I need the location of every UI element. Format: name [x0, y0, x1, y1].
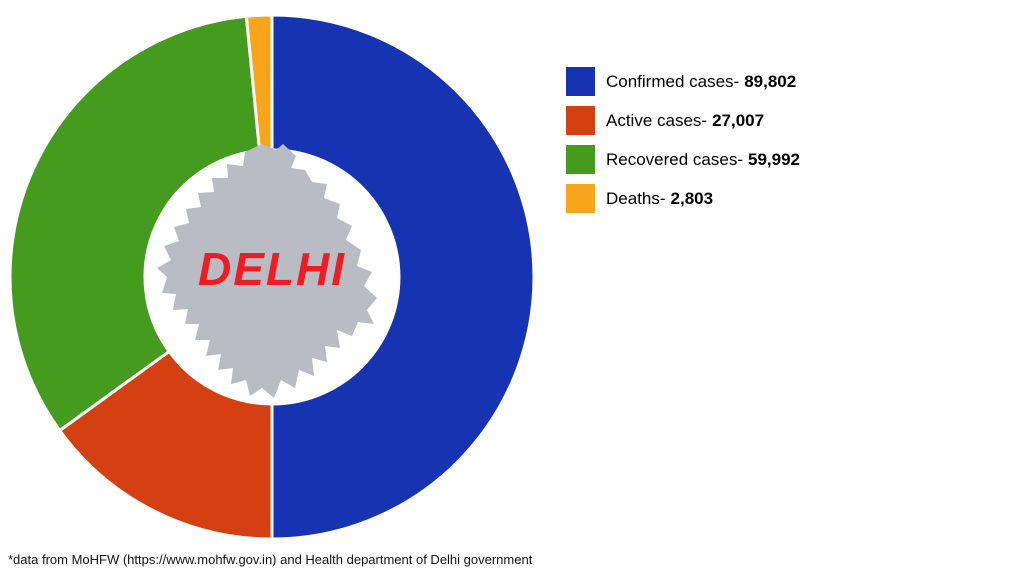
legend-label: Confirmed cases- [606, 71, 740, 91]
legend-text-deaths: Deaths- 2,803 [606, 189, 713, 209]
legend-swatch-active [566, 106, 595, 135]
pie-slice-recovered-cases [8, 14, 262, 433]
legend-label: Active cases- [606, 110, 708, 130]
legend-text-active: Active cases- 27,007 [606, 111, 764, 131]
legend-label: Recovered cases- [606, 149, 744, 169]
delhi-center-label: DELHI [198, 243, 346, 295]
delhi-map-shape [157, 144, 377, 398]
data-source-note: *data from MoHFW (https://www.mohfw.gov.… [8, 552, 533, 567]
legend-value: 59,992 [748, 149, 801, 169]
legend: Confirmed cases- 89,802 Active cases- 27,0… [566, 67, 800, 223]
legend-value: 2,803 [670, 188, 714, 208]
legend-swatch-recovered [566, 145, 595, 174]
legend-item-deaths: Deaths- 2,803 [566, 184, 800, 213]
legend-item-confirmed: Confirmed cases- 89,802 [566, 67, 800, 96]
legend-item-recovered: Recovered cases- 59,992 [566, 145, 800, 174]
legend-value: 89,802 [744, 71, 797, 91]
pie-slice-confirmed-cases [270, 13, 536, 541]
legend-item-active: Active cases- 27,007 [566, 106, 800, 135]
legend-swatch-confirmed [566, 67, 595, 96]
legend-value: 27,007 [712, 110, 765, 130]
legend-swatch-deaths [566, 184, 595, 213]
legend-text-recovered: Recovered cases- 59,992 [606, 150, 800, 170]
donut-ring [8, 13, 536, 541]
donut-chart: DELHI [8, 13, 536, 541]
legend-label: Deaths- [606, 188, 666, 208]
legend-text-confirmed: Confirmed cases- 89,802 [606, 72, 796, 92]
pie-slice-active-cases [58, 349, 274, 541]
